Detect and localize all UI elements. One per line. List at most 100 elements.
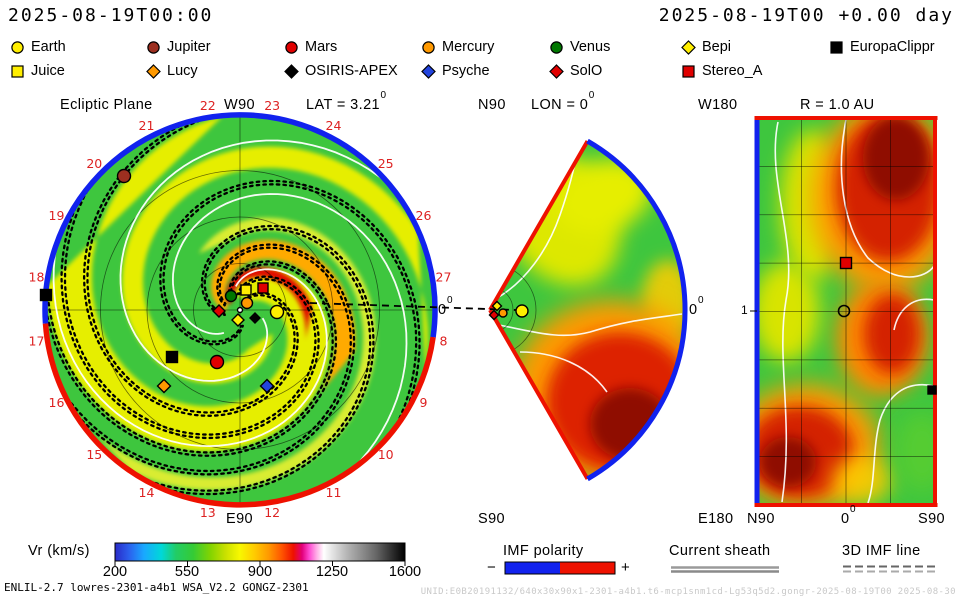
ecliptic-venus-marker	[224, 289, 238, 303]
ecliptic-zero-deg-label: 00	[438, 296, 453, 318]
fan-mercury-marker	[498, 308, 508, 318]
legend-label-mercury: Mercury	[442, 39, 495, 55]
imf-minus-sign: −	[487, 559, 496, 576]
diamond-icon	[549, 63, 564, 79]
imf-3d-line	[141, 228, 372, 492]
ecliptic-sun-marker	[236, 306, 244, 314]
ecliptic-plane-title: Ecliptic Plane	[60, 97, 153, 113]
day-label-14: 14	[139, 485, 155, 500]
current-sheath-key	[671, 566, 779, 573]
imf-3d-line	[71, 243, 356, 476]
circle-icon	[422, 40, 435, 54]
legend-item-mercury: Mercury	[421, 39, 494, 55]
ecliptic-osiris-apex-marker	[249, 312, 261, 324]
day-label-25: 25	[378, 156, 394, 171]
day-label-10: 10	[378, 447, 394, 462]
square-icon	[830, 40, 843, 54]
legend-label-earth: Earth	[31, 39, 66, 55]
day-label-24: 24	[326, 118, 342, 133]
colorbar-tick-1250: 1250	[315, 564, 349, 580]
day-label-15: 15	[86, 447, 102, 462]
radial-title: R = 1.0 AU	[800, 97, 875, 113]
fan-earth-marker	[515, 304, 529, 318]
imf-3d-line	[63, 183, 317, 436]
day-label-17: 17	[29, 334, 45, 349]
fan-north-edge-positive	[488, 140, 590, 311]
fan-outer-arc-negative	[586, 138, 688, 482]
ecliptic-boundary-spacecraft-marker	[39, 288, 53, 302]
lon-text: LON = 0	[531, 97, 589, 113]
map-stereo-a-marker	[839, 256, 853, 270]
imf-line-3d-label: 3D IMF line	[842, 543, 921, 559]
high-speed-stream-band	[211, 239, 356, 416]
ecliptic-stereo-a-marker	[257, 282, 269, 294]
day-label-16: 16	[49, 395, 65, 410]
day-label-22: 22	[200, 98, 216, 113]
radial-e180-label: E180	[698, 511, 734, 527]
imf-polarity-key	[504, 561, 616, 575]
radial-axis-s90: S90	[918, 511, 945, 527]
ecliptic-lucy-marker	[156, 378, 172, 394]
meridional-fan-panel	[490, 141, 686, 479]
circle-icon	[147, 40, 160, 54]
legend-item-earth: Earth	[10, 39, 66, 55]
current-sheath-line	[119, 139, 390, 382]
imf-3d-line	[60, 199, 320, 440]
legend-item-venus: Venus	[549, 39, 610, 55]
legend-label-juice: Juice	[31, 63, 65, 79]
timestamp-left: 2025-08-19T00:00	[8, 5, 214, 26]
radial-1au-tick: 1	[741, 303, 748, 317]
imf-3d-line	[86, 116, 296, 414]
legend-item-juice: Juice	[10, 63, 65, 79]
ecliptic-w90-label: W90	[224, 97, 256, 113]
legend-label-stereo_a: Stereo_A	[702, 63, 763, 79]
timestamp-right: 2025-08-19T00 +0.00 day	[658, 5, 954, 26]
diamond-icon	[421, 63, 436, 79]
legend-label-venus: Venus	[570, 39, 611, 55]
imf-negative-swatch	[505, 562, 560, 574]
radial-w180-label: W180	[698, 97, 738, 113]
legend-item-lucy: Lucy	[146, 63, 198, 79]
ecliptic-lat-label: LAT = 3.210	[306, 91, 386, 113]
imf-3d-line	[46, 263, 334, 454]
legend-label-mars: Mars	[305, 39, 338, 55]
disk-rim	[42, 112, 438, 508]
rim-negative-polarity	[42, 112, 438, 338]
imf-3d-line	[46, 260, 338, 457]
ecliptic-bepi-marker	[231, 313, 245, 327]
map-markers	[837, 256, 937, 395]
high-speed-stream-band	[226, 267, 312, 341]
day-label-23: 23	[264, 98, 280, 113]
imf-polarity-label: IMF polarity	[503, 543, 584, 559]
legend-item-europaclippr: EuropaClippr	[829, 39, 935, 55]
day-label-8: 8	[440, 334, 448, 349]
rim-positive-polarity	[42, 323, 436, 508]
lat-text: LAT = 3.21	[306, 97, 381, 113]
ecliptic-jupiter-marker	[116, 168, 132, 184]
imf-3d-line	[159, 224, 375, 496]
ecliptic-earth-marker	[269, 304, 285, 320]
colorbar-tick-900: 900	[247, 564, 273, 580]
day-label-12: 12	[264, 505, 280, 520]
legend-label-psyche: Psyche	[442, 63, 490, 79]
day-label-19: 19	[49, 208, 65, 223]
legend-label-solo: SolO	[570, 63, 603, 79]
radial-axis-zero: 00	[841, 505, 856, 527]
colorbar-gradient	[114, 542, 406, 562]
ecliptic-solo-marker	[212, 304, 226, 318]
diamond-icon	[146, 63, 161, 79]
ecliptic-mercury-marker	[240, 296, 254, 310]
legend-label-lucy: Lucy	[167, 63, 198, 79]
day-label-9: 9	[420, 395, 428, 410]
ecliptic-e90-label: E90	[226, 511, 253, 527]
ecliptic-mars-marker	[209, 354, 225, 370]
zero-text: 0	[438, 302, 447, 318]
lat-sup: 0	[380, 90, 387, 102]
zero-text: 0	[689, 302, 698, 318]
zero-text: 0	[841, 511, 850, 527]
day-label-11: 11	[326, 485, 342, 500]
fan-bepi-marker	[491, 300, 503, 312]
circle-icon	[550, 40, 563, 54]
fan-south-edge-positive	[488, 309, 590, 480]
map-boundary-spacecraft-marker	[927, 385, 937, 395]
